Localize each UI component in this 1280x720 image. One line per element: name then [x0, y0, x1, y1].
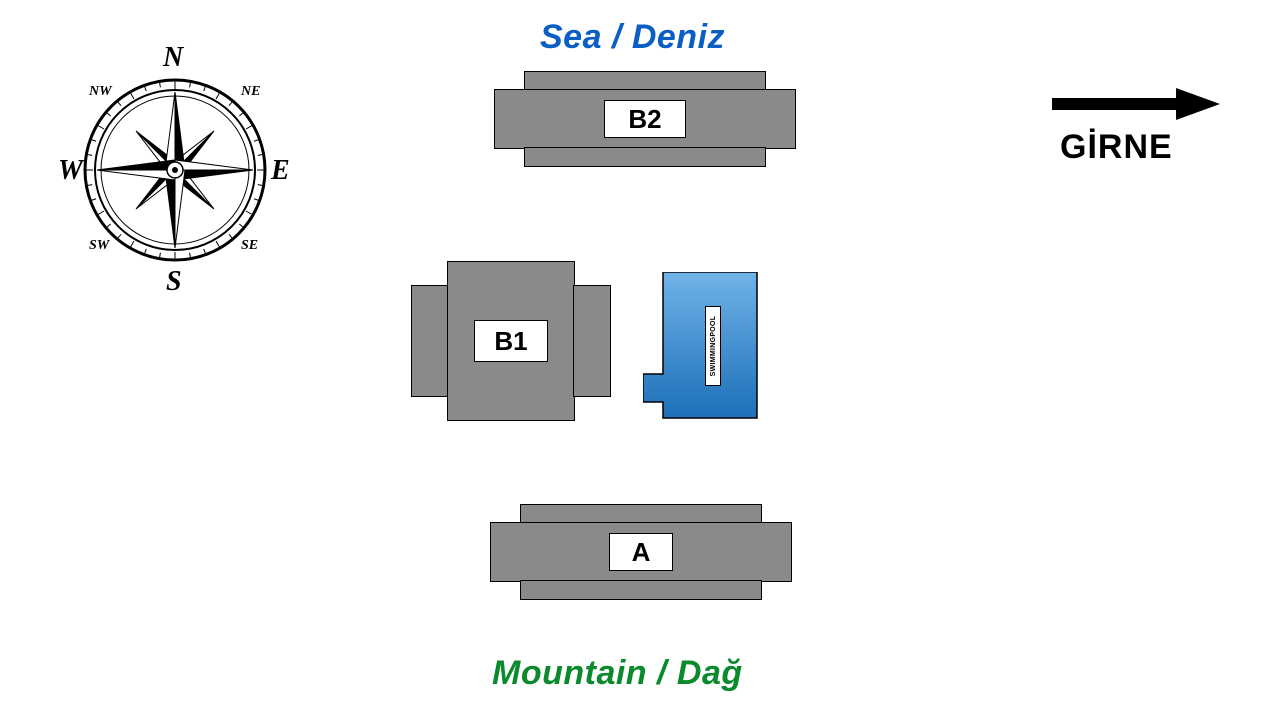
label-mountain: Mountain / Dağ — [492, 654, 743, 693]
compass-icon: N S E W NE SE SW NW — [55, 30, 295, 310]
site-plan-canvas: Sea / Deniz Mountain / Dağ GİRNE — [0, 0, 1280, 720]
label-sea: Sea / Deniz — [540, 18, 725, 57]
compass-w: W — [58, 155, 83, 187]
compass-s: S — [166, 266, 182, 298]
direction-label: GİRNE — [1060, 128, 1173, 167]
compass-n: N — [163, 42, 183, 74]
building-a-label: A — [609, 533, 673, 571]
label-mountain-text: Mountain / Dağ — [492, 654, 743, 692]
direction-label-text: GİRNE — [1060, 128, 1173, 166]
compass-sw: SW — [89, 238, 109, 254]
building-b2-label: B2 — [604, 100, 686, 138]
direction-arrow-icon — [1048, 82, 1228, 126]
compass-se: SE — [241, 238, 258, 254]
compass-e: E — [271, 155, 290, 187]
compass-nw: NW — [89, 84, 112, 100]
swimming-pool-label: SWIMMINGPOOL — [705, 306, 721, 386]
compass-ne: NE — [241, 84, 260, 100]
building-b1-label: B1 — [474, 320, 548, 362]
label-sea-text: Sea / Deniz — [540, 18, 725, 56]
